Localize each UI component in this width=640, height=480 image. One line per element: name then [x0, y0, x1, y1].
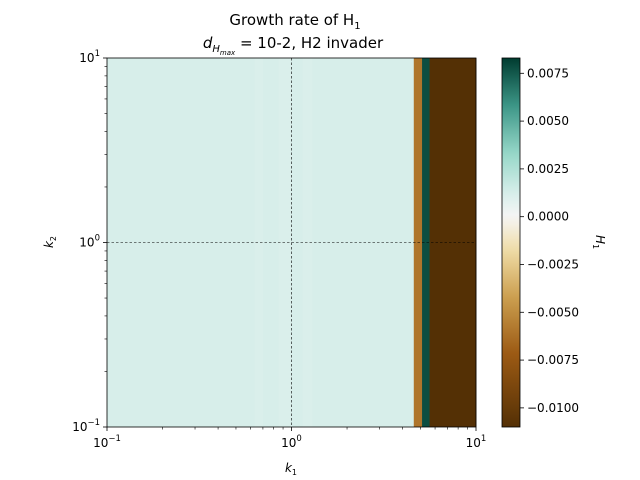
y-tick-label: 101	[79, 49, 100, 65]
x-tick-label: 101	[466, 434, 487, 450]
y-axis-ticks: 10−1 100 101	[72, 49, 107, 434]
heatmap-cell	[278, 58, 292, 427]
y-tick-label: 10−1	[72, 418, 100, 434]
colorbar-tick-label: 0.0075	[527, 66, 569, 80]
colorbar-ticks: 0.0075 0.0050 0.0025 0.0000 −0.0025 −0.0050 −0…	[520, 66, 579, 415]
heatmap-cell	[254, 58, 264, 427]
colorbar	[501, 57, 521, 428]
y-axis-label: k2	[42, 236, 58, 248]
colorbar-tick-label: −0.0100	[527, 401, 579, 415]
colorbar-tick-label: 0.0050	[527, 114, 569, 128]
heatmap-cell	[302, 58, 313, 427]
heatmap-cell	[422, 58, 430, 427]
colorbar-label: H1	[591, 235, 607, 249]
x-tick-label: 10−1	[93, 434, 121, 450]
colorbar-tick-label: 0.0000	[527, 210, 569, 224]
x-axis-ticks: 10−1 100 101	[93, 427, 486, 450]
colorbar-tick-label: −0.0075	[527, 353, 579, 367]
x-tick-label: 100	[281, 434, 302, 450]
colorbar-tick-label: 0.0025	[527, 162, 569, 176]
chart-title-line2: dHmax = 10-2, H2 invader	[203, 34, 384, 57]
grid-lines	[107, 58, 476, 427]
x-axis-label: k1	[285, 461, 297, 477]
colorbar-tick-label: −0.0025	[527, 257, 579, 271]
chart-title-line1: Growth rate of H1	[229, 11, 360, 32]
colorbar-tick-label: −0.0050	[527, 305, 579, 319]
y-tick-label: 100	[79, 234, 100, 250]
